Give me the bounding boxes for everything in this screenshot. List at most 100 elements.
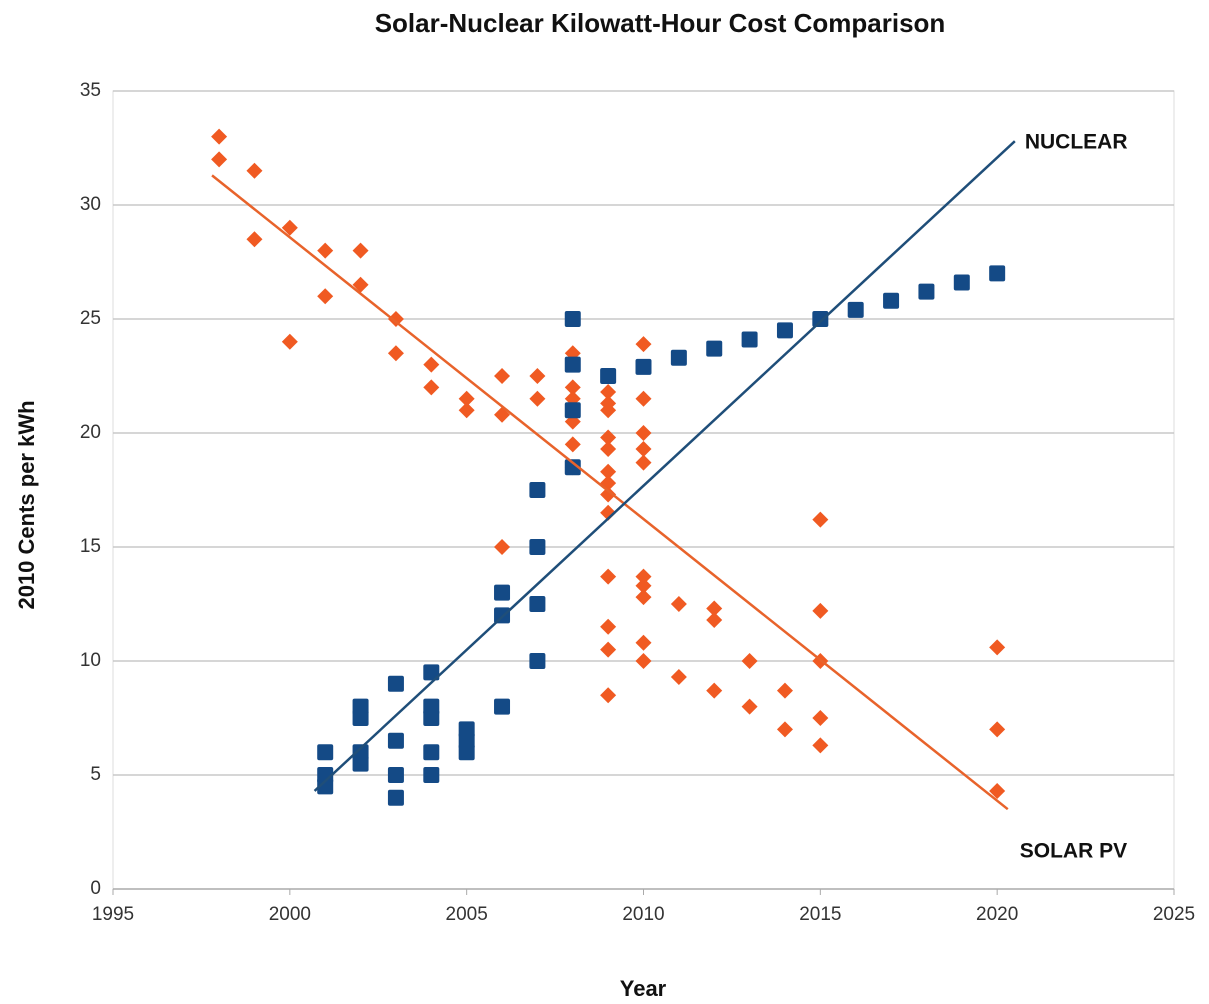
diamond-marker xyxy=(529,390,546,407)
square-marker xyxy=(564,311,581,327)
square-marker xyxy=(317,778,334,795)
square-marker xyxy=(317,744,334,761)
square-marker xyxy=(953,274,970,291)
diamond-marker xyxy=(989,721,1006,738)
x-tick-label: 2025 xyxy=(1153,904,1195,925)
diamond-marker xyxy=(706,611,723,628)
diamond-marker xyxy=(670,596,687,612)
diamond-marker xyxy=(387,345,404,362)
diamond-marker xyxy=(600,429,617,446)
square-marker xyxy=(423,710,440,726)
series-label: NUCLEAR xyxy=(1025,131,1128,154)
diamond-marker xyxy=(600,383,617,400)
square-marker xyxy=(352,710,369,726)
square-marker xyxy=(706,340,723,357)
diamond-marker xyxy=(635,425,652,441)
y-tick-label: 5 xyxy=(90,764,101,785)
diamond-marker xyxy=(211,128,228,145)
diamond-marker xyxy=(706,600,723,617)
diamond-marker xyxy=(600,641,617,658)
diamond-marker xyxy=(423,379,440,396)
diamond-marker xyxy=(600,402,617,419)
diamond-marker xyxy=(600,463,617,480)
diamond-marker xyxy=(246,231,263,248)
square-marker xyxy=(494,698,511,715)
diamond-marker xyxy=(246,162,263,179)
diamond-marker xyxy=(812,602,829,619)
y-tick-label: 30 xyxy=(80,194,101,215)
y-axis-title: 2010 Cents per kWh xyxy=(14,400,39,609)
square-marker xyxy=(741,331,758,348)
square-marker xyxy=(423,664,440,681)
diamond-marker xyxy=(494,406,511,423)
x-tick-label: 2000 xyxy=(269,904,311,925)
square-marker xyxy=(494,584,511,601)
diamond-marker xyxy=(281,333,298,350)
diamond-marker xyxy=(635,577,652,594)
diamond-marker xyxy=(741,698,758,715)
square-marker xyxy=(883,292,900,309)
x-tick-label: 2010 xyxy=(622,904,664,925)
y-tick-label: 25 xyxy=(80,308,101,329)
chart-title: Solar-Nuclear Kilowatt-Hour Cost Compari… xyxy=(375,8,946,38)
y-tick-label: 0 xyxy=(90,878,101,899)
diamond-marker xyxy=(600,618,617,635)
square-marker xyxy=(387,675,404,692)
diamond-marker xyxy=(812,737,829,754)
square-marker xyxy=(529,539,546,555)
diamond-marker xyxy=(387,311,404,327)
diamond-marker xyxy=(494,368,511,384)
diamond-marker xyxy=(600,504,617,521)
diamond-marker xyxy=(635,653,652,669)
diamond-marker xyxy=(812,511,829,528)
square-marker xyxy=(387,767,404,783)
diamond-marker xyxy=(600,486,617,503)
diamond-marker xyxy=(423,356,440,373)
diamond-marker xyxy=(458,402,475,419)
square-marker xyxy=(529,596,546,612)
diamond-marker xyxy=(989,782,1006,799)
diamond-marker xyxy=(211,151,228,168)
square-marker xyxy=(564,459,581,476)
square-marker xyxy=(387,732,404,749)
diamond-marker xyxy=(635,634,652,651)
diamond-marker xyxy=(706,682,723,699)
square-marker xyxy=(918,283,935,300)
square-marker xyxy=(635,358,652,375)
x-tick-label: 2015 xyxy=(799,904,841,925)
square-marker xyxy=(423,767,440,783)
x-axis-title: Year xyxy=(620,976,667,1001)
diamond-marker xyxy=(458,390,475,407)
trend-line xyxy=(211,174,1009,811)
diamond-marker xyxy=(317,288,334,305)
y-tick-label: 10 xyxy=(80,650,101,671)
diamond-marker xyxy=(317,242,334,259)
diamond-marker xyxy=(529,368,546,384)
diamond-marker xyxy=(564,379,581,396)
square-marker xyxy=(776,322,793,339)
y-tick-label: 35 xyxy=(80,80,101,101)
diamond-marker xyxy=(600,440,617,457)
plot-frame xyxy=(112,90,1175,890)
diamond-marker xyxy=(635,336,652,353)
trend-line xyxy=(313,140,1016,792)
diamond-marker xyxy=(812,710,829,726)
square-marker xyxy=(458,744,475,761)
diamond-marker xyxy=(635,390,652,407)
diamond-marker xyxy=(635,440,652,457)
diamond-marker xyxy=(635,589,652,606)
diamond-marker xyxy=(494,539,511,555)
diamond-marker xyxy=(776,721,793,738)
square-marker xyxy=(529,482,546,498)
diamond-marker xyxy=(600,568,617,585)
diamond-marker xyxy=(635,454,652,471)
x-tick-label: 1995 xyxy=(92,904,134,925)
diamond-marker xyxy=(989,639,1006,656)
diamond-marker xyxy=(741,653,758,669)
square-marker xyxy=(989,265,1006,282)
x-tick-label: 2005 xyxy=(446,904,488,925)
square-marker xyxy=(847,301,864,318)
square-marker xyxy=(670,349,687,366)
